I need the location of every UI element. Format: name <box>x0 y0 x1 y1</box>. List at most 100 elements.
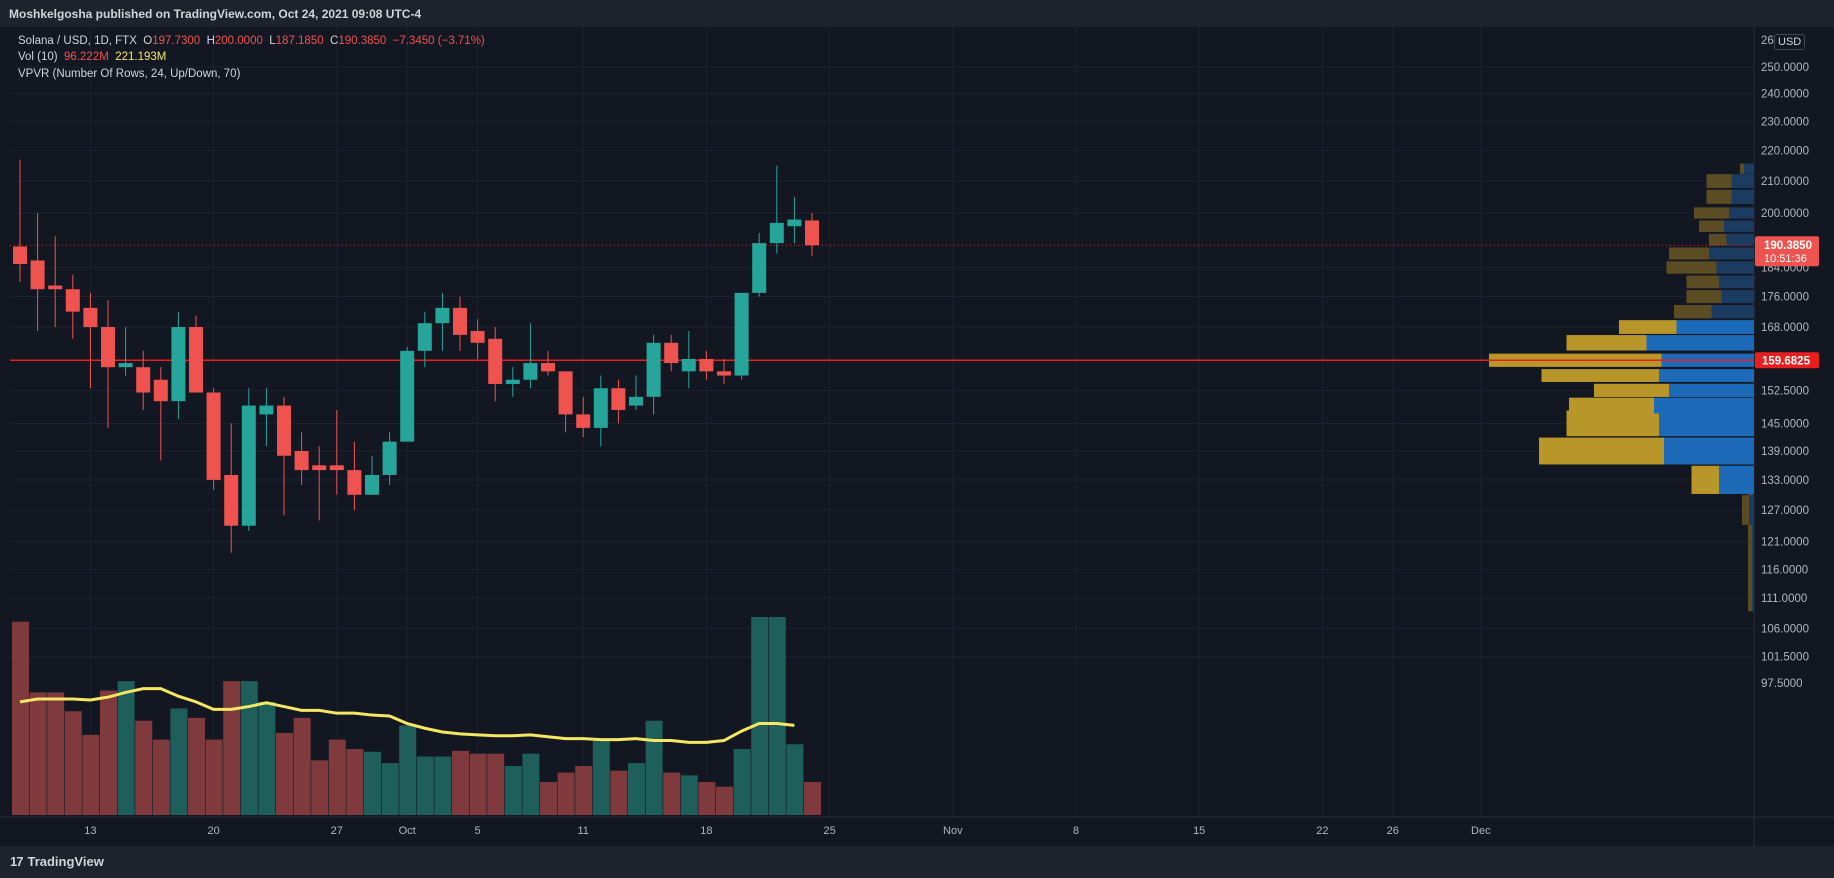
price-chart[interactable]: 13 20 27 Oct 5 11 18 25 Nov 8 15 22 26 Dec 97.5000 101.… <box>0 27 1834 846</box>
publish-header: Moshkelgosha published on TradingView.co… <box>0 0 1834 27</box>
symbol-label: Solana / USD, 1D, FTX <box>18 35 137 47</box>
price-tick-label: 116.0000 <box>1761 564 1808 576</box>
time-tick-label: 22 <box>1316 825 1328 837</box>
price-tick-label: 152.5000 <box>1761 385 1809 397</box>
candle-body <box>752 243 767 293</box>
volume-bar <box>223 681 241 815</box>
brand-name: TradingView <box>27 854 104 869</box>
volume-bar <box>733 749 751 815</box>
candle-body <box>241 405 256 526</box>
tradingview-logo-icon: 17 <box>10 854 24 869</box>
candle-body <box>488 338 503 384</box>
countdown-label: 10:51:36 <box>1764 253 1807 265</box>
price-tick-label: 26 <box>1761 35 1774 47</box>
volume-bar <box>188 717 205 815</box>
volume-bar <box>240 681 258 815</box>
candle-body <box>30 260 45 290</box>
price-tick-label: 106.0000 <box>1761 623 1809 635</box>
currency-button[interactable]: USD <box>1774 34 1806 50</box>
time-tick-label: 15 <box>1193 825 1205 837</box>
symbol-legend: Solana / USD, 1D, FTX O197.7300 H200.000… <box>18 35 485 47</box>
time-tick-label: 5 <box>475 825 481 837</box>
open-label: O <box>143 35 153 47</box>
vp-up-bar <box>1719 275 1754 289</box>
vp-down-bar <box>1566 335 1647 351</box>
price-tick-label: 121.0000 <box>1761 537 1809 549</box>
candle-body <box>646 342 661 397</box>
vp-down-bar <box>1674 304 1712 319</box>
low-value: 187.1850 <box>275 35 324 47</box>
tradingview-brand[interactable]: 17 TradingView <box>10 854 104 869</box>
volume-bar <box>47 692 65 815</box>
vp-up-bar <box>1726 233 1754 246</box>
price-tick-label: 133.0000 <box>1761 475 1809 487</box>
candle-body <box>787 219 802 227</box>
price-tick-label: 111.0000 <box>1761 593 1807 605</box>
poc-price-badge <box>1755 352 1819 369</box>
price-tick-label: 240.0000 <box>1761 89 1809 101</box>
candle-body <box>417 323 432 351</box>
price-tick-label: 176.0000 <box>1761 292 1809 304</box>
vp-up-bar <box>1664 437 1754 465</box>
candle-body <box>224 474 239 526</box>
candle-body <box>294 451 309 471</box>
candle-body <box>101 327 115 368</box>
candle-body <box>153 379 168 402</box>
last-price-label: 190.3850 <box>1764 240 1812 252</box>
volume-bar <box>487 753 505 815</box>
vp-down-bar <box>1566 410 1659 437</box>
price-tick-label: 230.0000 <box>1761 117 1809 129</box>
volume-bar <box>135 720 153 815</box>
footer-bar: 17 TradingView <box>0 846 1834 878</box>
candle-body <box>717 371 731 376</box>
open-value: 197.7300 <box>152 35 201 47</box>
volume-ma-value: 221.193M <box>115 51 167 63</box>
vp-up-bar <box>1749 495 1754 525</box>
volume-bar <box>434 756 452 815</box>
volume-bar <box>698 782 716 815</box>
low-label: L <box>269 35 276 47</box>
volume-bar <box>64 711 82 815</box>
volume-bar <box>100 690 117 815</box>
close-label: C <box>330 35 339 47</box>
time-tick-label: 25 <box>823 825 835 837</box>
volume-bar <box>152 739 170 815</box>
vp-down-bar <box>1619 320 1677 334</box>
candle-body <box>65 289 80 312</box>
volume-bar <box>12 621 29 815</box>
time-tick-label: 8 <box>1073 825 1079 837</box>
price-tick-label: 145.0000 <box>1761 418 1809 430</box>
last-price-badge <box>1755 236 1819 267</box>
high-value: 200.0000 <box>214 35 263 47</box>
time-tick-label: 13 <box>84 825 96 837</box>
vp-down-bar <box>1686 290 1722 304</box>
candle-body <box>734 292 749 376</box>
volume-bar <box>399 725 417 815</box>
candle-body <box>136 367 151 393</box>
candle-body <box>13 246 27 264</box>
vp-up-bar <box>1729 207 1754 219</box>
candle-body <box>365 474 379 495</box>
volume-bar <box>504 765 522 815</box>
vp-up-bar <box>1676 320 1754 334</box>
candle-body <box>206 392 221 480</box>
candle-body <box>558 371 573 415</box>
vp-up-bar <box>1721 290 1754 304</box>
volume-label: Vol (10) <box>18 51 58 63</box>
vp-down-bar <box>1691 465 1719 494</box>
volume-ma-line <box>19 687 795 744</box>
vp-up-bar <box>1646 335 1754 351</box>
volume-bar <box>786 744 804 815</box>
volume-bar <box>82 734 100 815</box>
volume-bar <box>469 753 487 815</box>
vp-down-bar <box>1740 163 1744 174</box>
vpvr-label: VPVR (Number Of Rows, 24, Up/Down, 70) <box>18 68 241 80</box>
poc-price-label: 159.6825 <box>1762 355 1811 367</box>
volume-value: 96.222M <box>64 51 109 63</box>
price-tick-label: 250.0000 <box>1761 62 1809 74</box>
candle-body <box>453 307 467 335</box>
candle-body <box>83 307 98 328</box>
volume-bar <box>293 717 311 815</box>
vp-down-bar <box>1541 369 1659 382</box>
candle-body <box>259 405 274 415</box>
